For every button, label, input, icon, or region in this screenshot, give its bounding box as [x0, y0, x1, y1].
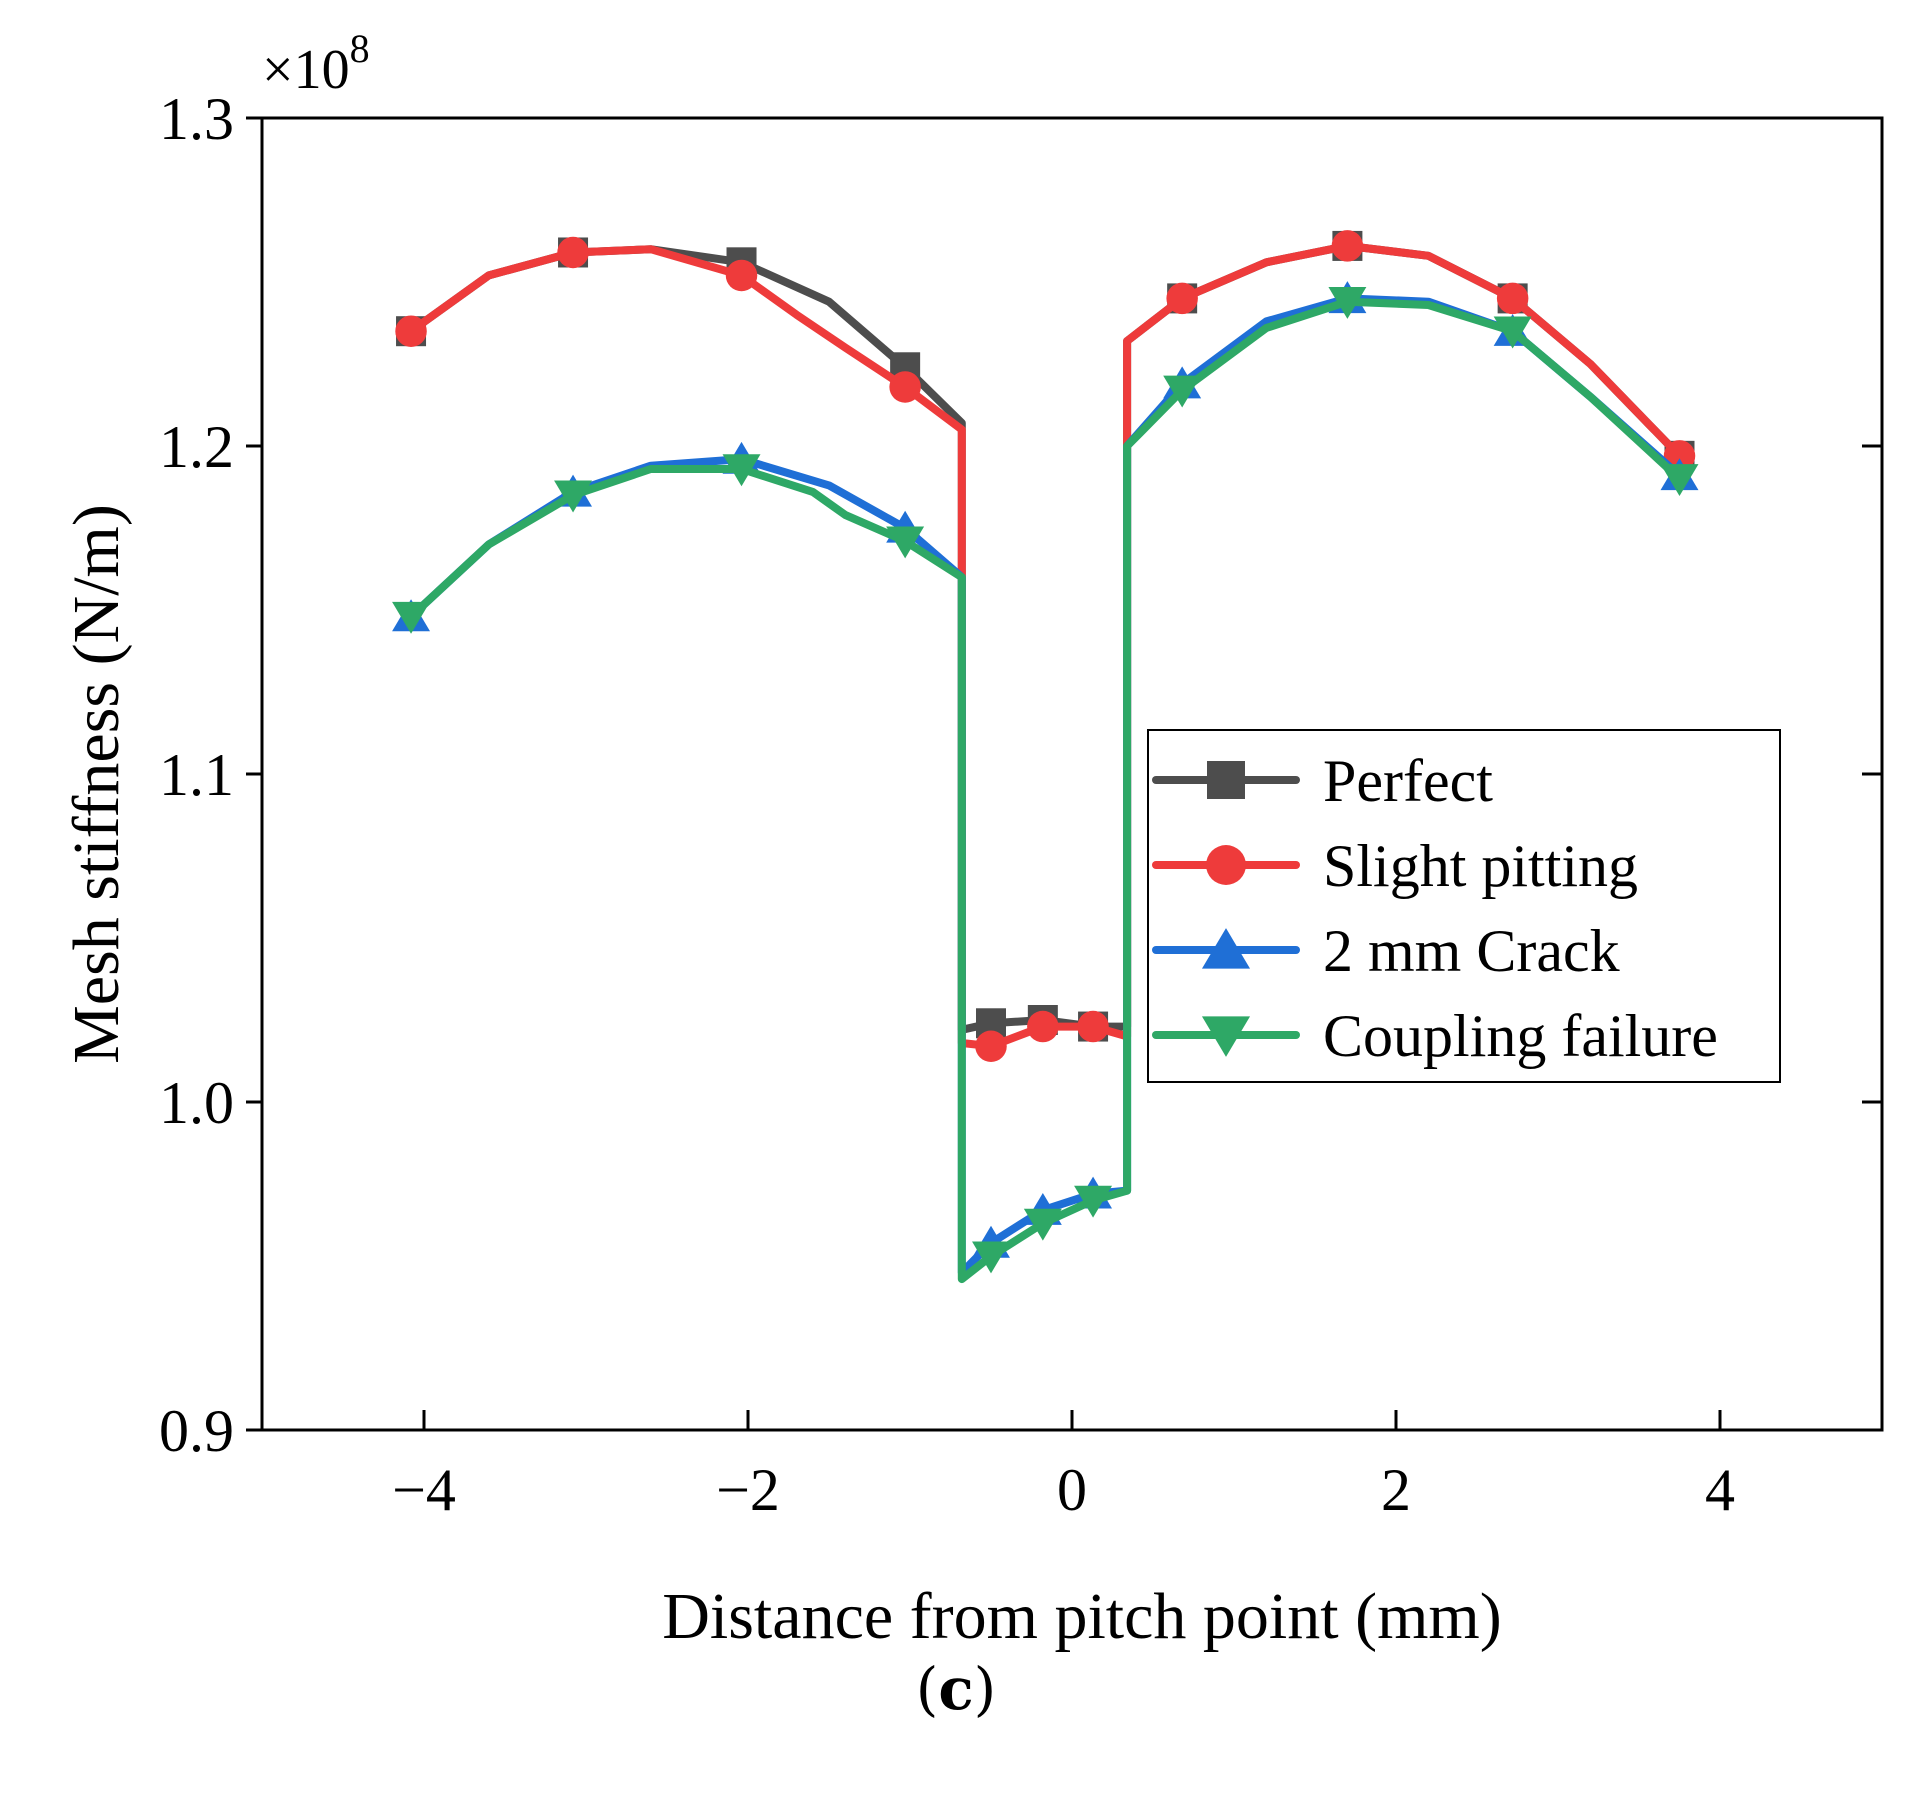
data-point — [1163, 375, 1202, 408]
data-point — [1496, 282, 1529, 315]
data-point — [557, 236, 589, 269]
panel-label-letter: c — [938, 1655, 974, 1723]
data-point — [722, 454, 761, 487]
data-point — [1023, 1208, 1062, 1241]
x-tick-label: 4 — [1705, 1457, 1735, 1523]
axes-layer: −4 −2 0 2 4 0.9 1.0 1.1 1.2 1.3 Distance from pitc… — [60, 26, 1884, 1653]
y-tick-label: 0.9 — [159, 1398, 234, 1464]
y-tick-label: 1.3 — [159, 86, 234, 152]
legend-entry: 2 mm Crack — [1152, 918, 1620, 984]
legend: Perfect Slight pitting 2 mm Crack Coupling … — [1147, 729, 1781, 1083]
legend-label: Coupling failure — [1323, 1003, 1718, 1069]
data-point — [1331, 230, 1364, 262]
data-point — [1328, 287, 1367, 319]
data-point — [1074, 1185, 1113, 1218]
data-point — [886, 526, 925, 559]
data-point — [975, 1030, 1007, 1062]
y-multiplier-exponent: 8 — [350, 26, 370, 71]
data-point — [392, 601, 431, 634]
series-line — [407, 241, 1684, 1051]
legend-marker — [1201, 1016, 1251, 1057]
y-multiplier: ×108 — [262, 26, 370, 101]
x-tick-label: 0 — [1057, 1457, 1087, 1523]
data-point — [1077, 1010, 1109, 1043]
legend-box — [1147, 729, 1781, 1083]
data-point — [395, 315, 427, 347]
y-tick-label: 1.2 — [159, 414, 234, 480]
y-tick-label: 1.1 — [159, 742, 234, 808]
y-tick-label: 1.0 — [159, 1070, 234, 1136]
x-axis-label: Distance from pitch point (mm) — [662, 1580, 1501, 1653]
data-point — [889, 371, 921, 403]
x-tick-label: −4 — [392, 1457, 456, 1523]
data-point — [554, 480, 593, 513]
legend-marker — [1206, 845, 1246, 885]
x-tick-label: 2 — [1381, 1457, 1411, 1523]
legend-marker — [1207, 761, 1245, 799]
y-multiplier-base: ×10 — [262, 39, 350, 101]
data-point — [1166, 282, 1198, 315]
series-coupling-failure — [392, 287, 1699, 1284]
x-tick-label: −2 — [716, 1457, 780, 1523]
series-line — [407, 297, 1684, 1284]
series-layer — [392, 230, 1699, 1284]
legend-entry: Perfect — [1152, 748, 1493, 814]
legend-entry: Slight pitting — [1152, 833, 1638, 899]
data-point — [972, 1241, 1010, 1274]
legend-label: Slight pitting — [1323, 833, 1638, 899]
legend-entry: Coupling failure — [1152, 1003, 1718, 1069]
data-point — [1493, 316, 1532, 349]
legend-label: 2 mm Crack — [1323, 918, 1620, 984]
data-point — [725, 259, 758, 292]
data-point — [1027, 1010, 1059, 1043]
y-axis-label: Mesh stiffness (N/m) — [60, 504, 133, 1064]
series-slight-pitting — [395, 230, 1696, 1062]
legend-label: Perfect — [1323, 748, 1493, 814]
legend-marker — [1201, 928, 1251, 969]
data-point — [1660, 464, 1699, 497]
panel-label: (c) — [915, 1655, 997, 1723]
